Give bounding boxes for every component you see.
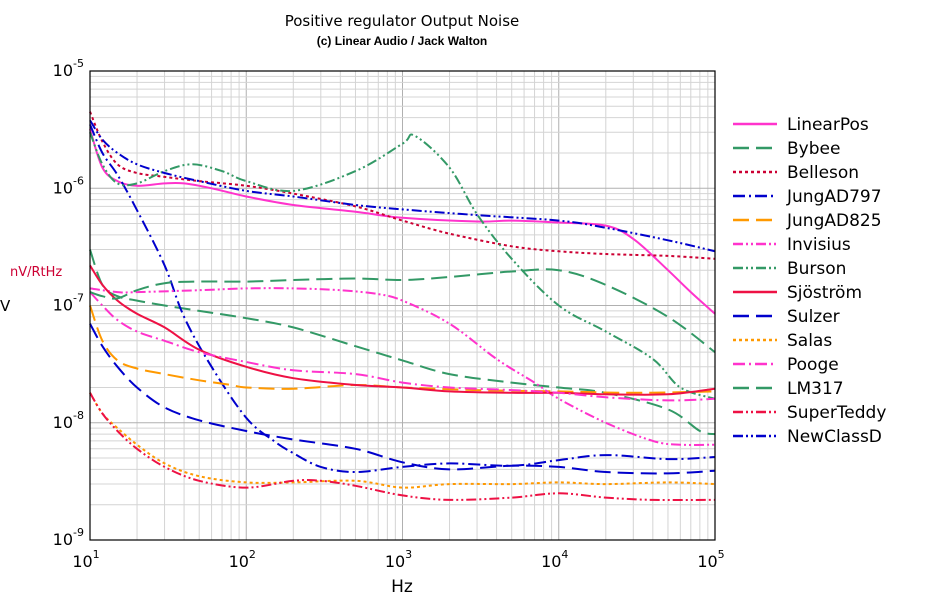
series-line-belleson [89,111,716,260]
legend-entry-label: Salas [787,331,832,351]
y-axis-ticks: 10-9 10-8 10-7 10-6 10-5 [53,57,84,549]
legend-entry-label: LM317 [787,379,844,399]
series-line-jungad825 [89,305,716,394]
legend-entry-label: Sjöström [787,283,862,303]
legend-entry-label: Bybee [787,139,840,159]
chart-subtitle: (c) Linear Audio / Jack Walton [317,34,487,48]
grid [89,71,715,541]
plot-frame [89,70,716,541]
y-tick-label: 10-7 [53,292,84,315]
legend-entry-label: Invisius [787,235,851,255]
y-tick-label: 10-8 [53,409,84,432]
series-line-salas [89,392,716,489]
legend-entry-label: LinearPos [787,115,869,135]
x-axis-ticks: 101 102 103 104 105 [72,548,724,571]
x-tick-label: 101 [72,548,99,571]
y-tick-label: 10-5 [53,57,84,80]
legend-entry-label: Sulzer [787,307,840,327]
series-line-lm317 [89,268,716,353]
series-line-pooge [89,291,716,402]
x-tick-label: 103 [385,548,412,571]
series-line-superteddy [89,392,716,502]
series-line-newclassd [89,119,716,253]
x-tick-label: 104 [541,548,568,571]
legend-entry-label: Pooge [787,355,839,375]
series-line-jungad797 [89,124,716,474]
legend-entry-label: JungAD797 [786,187,882,207]
y-axis-unit-fragment: V [0,297,11,315]
series-line-sulzer [89,323,716,475]
legend-entry-label: Burson [787,259,846,279]
x-axis-label: Hz [391,577,413,597]
chart-title: Positive regulator Output Noise [285,12,520,30]
legend-entry-label: JungAD825 [786,211,882,231]
series-line-burson [89,131,716,400]
x-tick-label: 105 [697,548,724,571]
y-tick-label: 10-9 [53,526,84,549]
series-line-linearpos [89,128,716,315]
legend-entry-label: SuperTeddy [787,403,886,423]
series-line-sj-str-m [89,264,716,396]
x-tick-label: 102 [229,548,256,571]
legend-entry-label: Belleson [787,163,859,183]
y-tick-label: 10-6 [53,174,84,197]
legend: LinearPos Bybee Belleson JungAD797 JungAD825… [733,115,886,447]
y-axis-label: nV/RtHz [10,265,62,280]
series-line-bybee [89,249,716,436]
legend-entry-label: NewClassD [787,427,882,447]
series-lines [89,111,716,502]
